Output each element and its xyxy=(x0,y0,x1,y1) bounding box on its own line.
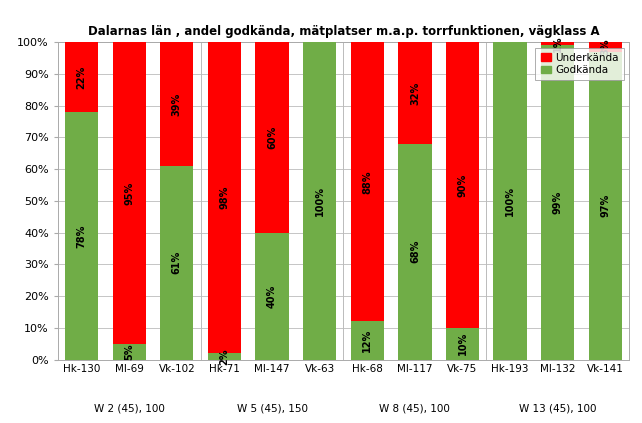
Text: 10%: 10% xyxy=(458,332,467,355)
Bar xyxy=(541,42,575,46)
Text: 12%: 12% xyxy=(362,329,372,352)
Text: 90%: 90% xyxy=(458,173,467,197)
Bar xyxy=(160,42,193,166)
Text: 60%: 60% xyxy=(267,126,277,149)
Text: 95%: 95% xyxy=(124,181,134,205)
Bar xyxy=(398,144,431,360)
Text: 99%: 99% xyxy=(553,191,563,214)
Bar xyxy=(303,42,336,360)
Text: 68%: 68% xyxy=(410,240,420,264)
Text: 100%: 100% xyxy=(505,186,515,216)
Text: W 2 (45), 100: W 2 (45), 100 xyxy=(94,404,164,414)
Bar xyxy=(65,42,98,112)
Text: 97%: 97% xyxy=(600,194,611,217)
Text: 22%: 22% xyxy=(76,66,87,89)
Bar xyxy=(256,42,289,233)
Text: W 8 (45), 100: W 8 (45), 100 xyxy=(379,404,450,414)
Text: 39%: 39% xyxy=(172,93,182,116)
Text: 61%: 61% xyxy=(172,251,182,275)
Bar xyxy=(256,233,289,360)
Bar xyxy=(541,46,575,360)
Bar xyxy=(112,343,146,360)
Text: 78%: 78% xyxy=(76,224,87,247)
Bar xyxy=(208,42,241,353)
Text: 1%: 1% xyxy=(553,36,563,52)
Text: 32%: 32% xyxy=(410,82,420,104)
Text: W 5 (45), 150: W 5 (45), 150 xyxy=(236,404,308,414)
Bar xyxy=(446,42,479,328)
Text: W 13 (45), 100: W 13 (45), 100 xyxy=(519,404,596,414)
Title: Dalarnas län , andel godkända, mätplatser m.a.p. torrfunktionen, vägklass A: Dalarnas län , andel godkända, mätplatse… xyxy=(88,25,599,38)
Bar xyxy=(351,42,384,321)
Text: 3%: 3% xyxy=(600,39,611,55)
Text: 98%: 98% xyxy=(220,186,229,209)
Bar xyxy=(398,42,431,144)
Text: 88%: 88% xyxy=(362,170,372,194)
Bar xyxy=(65,112,98,360)
Bar xyxy=(112,42,146,343)
Text: 40%: 40% xyxy=(267,285,277,308)
Text: 2%: 2% xyxy=(220,348,229,365)
Bar xyxy=(589,42,622,52)
Text: 5%: 5% xyxy=(124,343,134,360)
Bar xyxy=(494,42,527,360)
Bar xyxy=(351,321,384,360)
Bar xyxy=(589,52,622,360)
Legend: Underkända, Godkända: Underkända, Godkända xyxy=(535,47,624,80)
Bar xyxy=(208,353,241,360)
Bar xyxy=(446,328,479,360)
Text: 100%: 100% xyxy=(315,186,325,216)
Bar xyxy=(160,166,193,360)
